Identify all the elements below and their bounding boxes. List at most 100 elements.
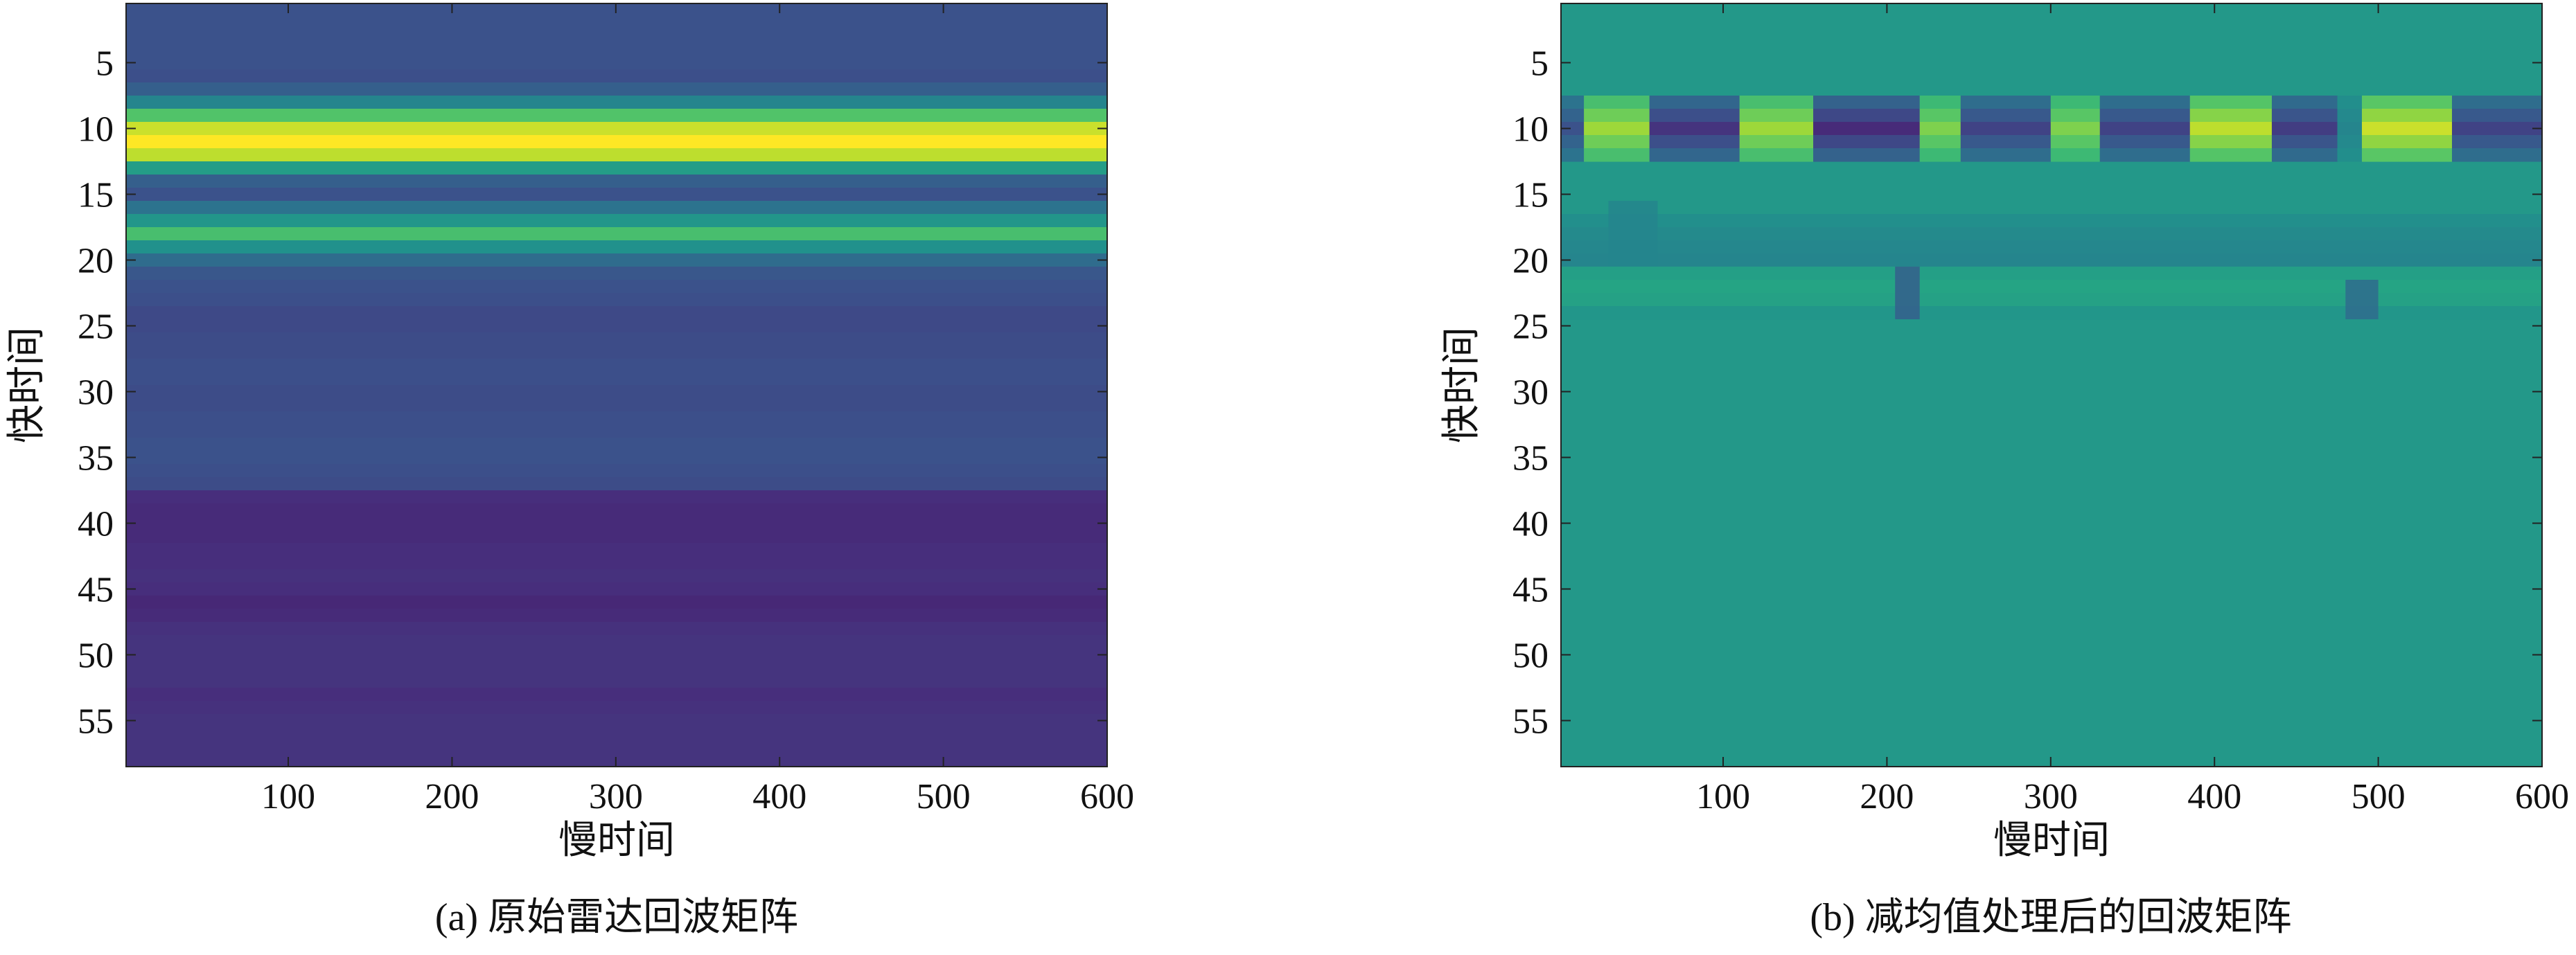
heatmap-band-cell <box>2099 109 2191 123</box>
heatmap-band-cell <box>2337 109 2363 123</box>
heatmap-band-cell <box>2451 96 2543 109</box>
heatmap-band-cell <box>1739 96 1814 109</box>
heatmap-row <box>126 82 1107 96</box>
heatmap-band-cell <box>1919 122 1961 136</box>
x-tick-label: 200 <box>1860 777 1914 816</box>
heatmap-band-cell <box>2451 135 2543 149</box>
y-tick-label: 30 <box>78 373 114 413</box>
heatmap-row <box>126 293 1107 307</box>
x-axis-label: 慢时间 <box>1993 819 2110 862</box>
heatmap-row <box>126 661 1107 675</box>
heatmap-band-cell <box>1813 148 1921 162</box>
heatmap-band-cell <box>2271 96 2338 109</box>
heatmap-row <box>126 267 1107 280</box>
heatmap-row <box>126 530 1107 544</box>
heatmap-row <box>126 319 1107 333</box>
x-axis-label: 慢时间 <box>558 819 675 862</box>
heatmap-row <box>126 490 1107 504</box>
y-tick-label: 35 <box>78 439 114 479</box>
heatmap-band-cell <box>1584 109 1650 123</box>
heatmap-row <box>126 17 1107 30</box>
heatmap-band-cell <box>2189 135 2273 149</box>
heatmap-row <box>126 96 1107 109</box>
heatmap-band-cell <box>2337 135 2363 149</box>
heatmap-row <box>126 385 1107 399</box>
heatmap-band-cell <box>1919 148 1961 162</box>
heatmap-row <box>126 425 1107 438</box>
heatmap-band-cell <box>2050 122 2101 136</box>
heatmap-panel-a <box>126 3 1107 767</box>
heatmap-row <box>126 280 1107 294</box>
x-tick-label: 500 <box>917 777 971 816</box>
heatmap-row <box>126 175 1107 188</box>
heatmap-feature <box>2345 280 2379 319</box>
heatmap-row <box>126 753 1107 767</box>
heatmap-band-cell <box>1649 122 1740 136</box>
heatmap-row <box>126 122 1107 136</box>
heatmap-band-cell <box>1561 96 1585 109</box>
heatmap-band-cell <box>2337 148 2363 162</box>
heatmap-band-cell <box>2271 122 2338 136</box>
heatmap-band-cell <box>2189 109 2273 123</box>
heatmap-row <box>126 688 1107 702</box>
heatmap-band-cell <box>1739 135 1814 149</box>
y-axis-label: 快时间 <box>6 327 48 443</box>
heatmap-row <box>126 201 1107 215</box>
heatmap-row <box>126 569 1107 583</box>
heatmap-row <box>126 135 1107 149</box>
heatmap-row <box>126 609 1107 623</box>
y-tick-label: 15 <box>1512 176 1549 215</box>
heatmap-band-cell <box>1813 109 1921 123</box>
x-tick-label: 300 <box>2024 777 2078 816</box>
y-tick-label: 45 <box>1512 571 1549 610</box>
heatmap-row <box>126 648 1107 662</box>
caption-b: (b) 减均值处理后的回波矩阵 <box>1810 896 2292 939</box>
heatmap-band-cell <box>1919 135 1961 149</box>
y-tick-label: 50 <box>78 636 114 676</box>
heatmap-row <box>126 253 1107 267</box>
heatmap-band-cell <box>1813 96 1921 109</box>
heatmap-band-cell <box>1561 109 1585 123</box>
x-tick-label: 400 <box>752 777 806 816</box>
heatmap-row <box>126 3 1107 17</box>
heatmap-feature <box>1895 267 1920 319</box>
y-tick-label: 10 <box>1512 110 1549 150</box>
heatmap-row <box>126 451 1107 465</box>
y-tick-label: 40 <box>1512 505 1549 544</box>
heatmap-row <box>126 109 1107 123</box>
heatmap-panel-b <box>1561 3 2543 767</box>
heatmap-row <box>1561 227 2542 241</box>
heatmap-band-cell <box>2189 96 2273 109</box>
heatmap-row <box>126 503 1107 517</box>
heatmap-row <box>126 464 1107 478</box>
heatmap-band-cell <box>2361 135 2453 149</box>
heatmap-band-cell <box>2361 109 2453 123</box>
heatmap-row <box>126 161 1107 175</box>
heatmap-row <box>126 701 1107 715</box>
y-tick-label: 30 <box>1512 373 1549 413</box>
heatmap-band-cell <box>2451 122 2543 136</box>
heatmap-band-cell <box>1739 109 1814 123</box>
heatmap-row <box>126 543 1107 557</box>
heatmap-row <box>126 346 1107 359</box>
y-tick-label: 10 <box>78 110 114 150</box>
heatmap-band-cell <box>1561 135 1585 149</box>
y-tick-label: 15 <box>78 176 114 215</box>
heatmap-row <box>126 727 1107 741</box>
heatmap-row <box>126 398 1107 412</box>
heatmap-band-cell <box>1584 96 1650 109</box>
heatmap-row <box>126 227 1107 241</box>
x-tick-label: 300 <box>589 777 643 816</box>
heatmap-row <box>126 43 1107 57</box>
heatmap-row <box>126 56 1107 70</box>
heatmap-band-cell <box>1960 122 2052 136</box>
heatmap-row <box>126 582 1107 596</box>
heatmap-band-cell <box>2361 96 2453 109</box>
x-tick-label: 500 <box>2352 777 2406 816</box>
y-tick-label: 5 <box>96 44 114 84</box>
heatmap-band-cell <box>2451 148 2543 162</box>
axes-frame <box>1560 3 2543 767</box>
heatmap-row <box>126 332 1107 346</box>
heatmap-row <box>1561 306 2542 320</box>
x-tick-label: 600 <box>1080 777 1134 816</box>
